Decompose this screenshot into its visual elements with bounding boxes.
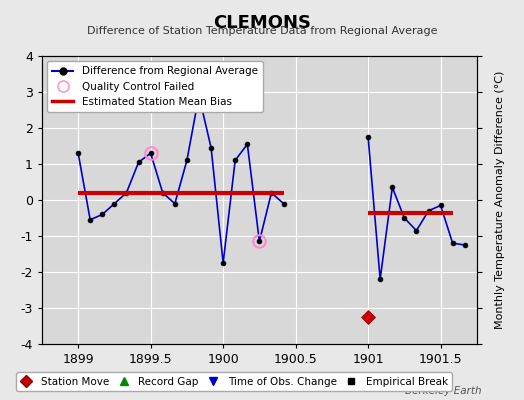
Text: CLEMONS: CLEMONS xyxy=(213,14,311,32)
Legend: Difference from Regional Average, Quality Control Failed, Estimated Station Mean: Difference from Regional Average, Qualit… xyxy=(47,61,263,112)
Text: Difference of Station Temperature Data from Regional Average: Difference of Station Temperature Data f… xyxy=(87,26,437,36)
Legend: Station Move, Record Gap, Time of Obs. Change, Empirical Break: Station Move, Record Gap, Time of Obs. C… xyxy=(16,372,452,391)
Text: Berkeley Earth: Berkeley Earth xyxy=(406,386,482,396)
Y-axis label: Monthly Temperature Anomaly Difference (°C): Monthly Temperature Anomaly Difference (… xyxy=(495,71,505,329)
